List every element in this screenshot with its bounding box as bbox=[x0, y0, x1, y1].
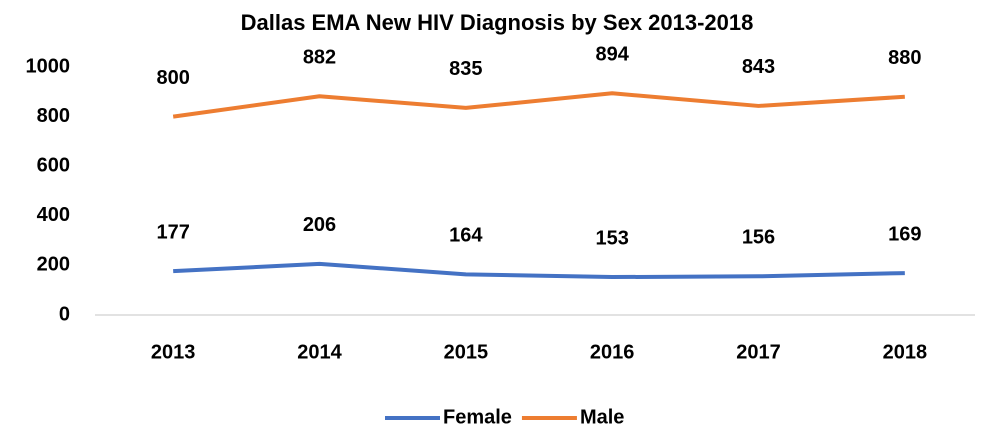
y-tick-label: 200 bbox=[37, 254, 70, 276]
x-tick-label: 2018 bbox=[883, 341, 928, 363]
data-label: 156 bbox=[742, 227, 775, 249]
data-label: 800 bbox=[156, 67, 189, 89]
data-label: 153 bbox=[595, 227, 628, 249]
data-label: 206 bbox=[303, 214, 336, 236]
y-tick-label: 400 bbox=[37, 204, 70, 226]
data-label: 177 bbox=[156, 221, 189, 243]
x-tick-label: 2016 bbox=[590, 341, 635, 363]
data-label: 882 bbox=[303, 47, 336, 69]
y-tick-label: 1000 bbox=[26, 55, 71, 77]
y-tick-label: 0 bbox=[59, 303, 70, 325]
data-label: 843 bbox=[742, 56, 775, 78]
x-tick-label: 2014 bbox=[297, 341, 342, 363]
y-tick-label: 800 bbox=[37, 105, 70, 127]
legend-label: Male bbox=[580, 406, 624, 428]
data-label: 164 bbox=[449, 225, 483, 247]
x-tick-label: 2013 bbox=[151, 341, 196, 363]
data-label: 894 bbox=[595, 44, 629, 66]
line-series bbox=[173, 261, 905, 280]
line-series bbox=[172, 91, 905, 119]
data-label: 169 bbox=[888, 223, 921, 245]
x-tick-label: 2017 bbox=[736, 341, 781, 363]
x-tick-label: 2015 bbox=[444, 341, 489, 363]
data-label: 835 bbox=[449, 58, 482, 80]
legend-label: Female bbox=[443, 406, 512, 428]
data-label: 880 bbox=[888, 47, 921, 69]
chart-title: Dallas EMA New HIV Diagnosis by Sex 2013… bbox=[241, 10, 754, 35]
y-tick-label: 600 bbox=[37, 154, 70, 176]
